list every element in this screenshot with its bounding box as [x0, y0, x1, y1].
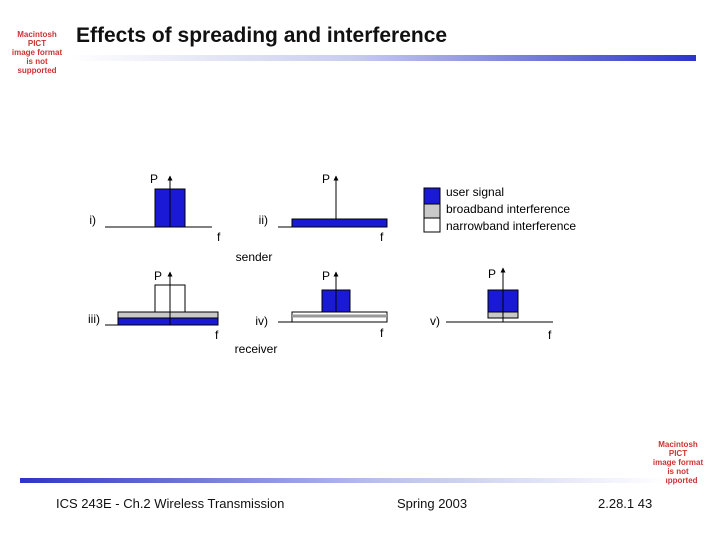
panel-i-f-label: f — [217, 230, 221, 244]
legend-swatch-narrowband — [423, 217, 441, 233]
panel-i-p-label: P — [150, 172, 158, 186]
legend: user signal broadband interference narro… — [423, 185, 576, 233]
legend-swatch-user-signal — [423, 187, 441, 205]
panel-iii-p-label: P — [154, 269, 162, 283]
panel-ii-p-label: P — [322, 172, 330, 186]
title-underline-bar — [70, 55, 696, 61]
panel-ii-label: ii) — [259, 213, 268, 227]
legend-label-broadband: broadband interference — [446, 202, 570, 216]
panel-iv-label: iv) — [255, 314, 268, 328]
legend-label-user-signal: user signal — [446, 185, 504, 199]
panel-iii-broadband-interference — [117, 311, 219, 319]
legend-label-narrowband: narrowband interference — [446, 219, 576, 233]
footer-page-number: 2.28.1 43 — [598, 496, 653, 511]
panel-i-sender-signal: P f i) — [89, 172, 221, 244]
panel-iv-despread-signal: P f iv) — [255, 269, 388, 340]
pict-line-3: is not supported — [658, 467, 698, 485]
footer-bar — [20, 478, 666, 483]
panel-v-filtered-signal: P f v) — [430, 267, 553, 342]
panel-v-f-label: f — [548, 328, 552, 342]
panel-iii-label: iii) — [88, 312, 100, 326]
pict-line-3: is not supported — [17, 57, 57, 75]
panel-ii-spread-signal: P f ii) — [259, 172, 388, 244]
footer-term: Spring 2003 — [397, 496, 468, 511]
footer-course: ICS 243E - Ch.2 Wireless Transmission — [56, 496, 285, 511]
pict-placeholder-top: Macintosh PICT image format is not suppo… — [10, 30, 64, 75]
pict-line-2: image format — [652, 458, 704, 467]
panel-v-label: v) — [430, 314, 440, 328]
panel-ii-f-label: f — [380, 230, 384, 244]
pict-line-2: image format — [11, 48, 63, 57]
panel-ii-spread-user-signal — [291, 218, 388, 228]
slide-title: Effects of spreading and interference — [76, 24, 448, 47]
panel-iii-received-signal: P f iii) — [88, 269, 219, 342]
panel-iii-spread-user-signal — [117, 317, 219, 326]
panel-iv-f-label: f — [380, 326, 384, 340]
panel-i-label: i) — [89, 213, 96, 227]
legend-swatch-broadband — [423, 203, 441, 219]
panel-iii-f-label: f — [215, 328, 219, 342]
panel-iv-p-label: P — [322, 269, 330, 283]
pict-placeholder-bottom: Macintosh PICT image format is not suppo… — [650, 440, 706, 485]
sender-label: sender — [236, 250, 273, 264]
receiver-label: receiver — [235, 342, 278, 356]
pict-line-1: Macintosh PICT — [658, 440, 698, 458]
panel-v-p-label: P — [488, 267, 496, 281]
pict-line-1: Macintosh PICT — [17, 30, 57, 48]
